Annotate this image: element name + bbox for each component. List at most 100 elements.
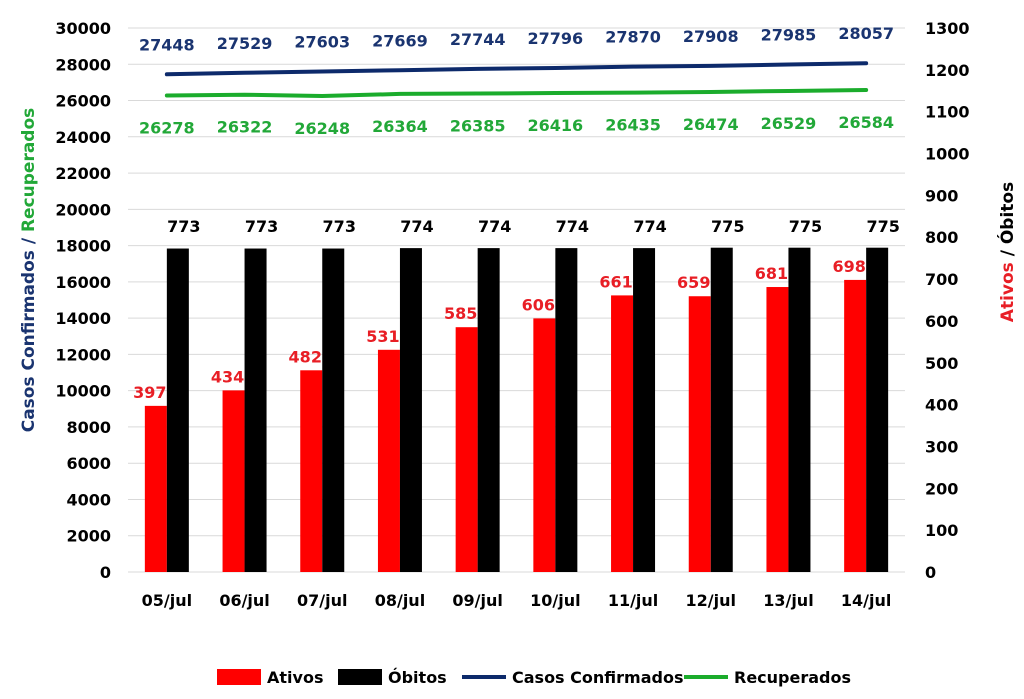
right-tick-label: 700 xyxy=(925,270,958,289)
x-tick-label: 10/jul xyxy=(530,591,580,610)
bar-obitos xyxy=(477,248,500,572)
data-label-obitos: 774 xyxy=(478,217,511,236)
line-casos-confirmados xyxy=(164,61,869,77)
right-axis-title-sep: / xyxy=(998,244,1018,262)
bar-obitos xyxy=(166,248,189,572)
bar-ativos xyxy=(766,287,789,572)
data-label-confirmados: 27669 xyxy=(372,31,428,50)
data-label-ativos: 698 xyxy=(832,257,865,276)
left-tick-label: 2000 xyxy=(66,527,111,546)
data-label-ativos: 482 xyxy=(289,347,322,366)
data-label-confirmados: 27603 xyxy=(294,32,350,51)
legend-label: Óbitos xyxy=(388,668,447,687)
labels-layer: 397 434 482 531 585 606 661 659 681 698 773 773 773 7… xyxy=(133,24,900,402)
bar-ativos xyxy=(377,349,400,572)
x-tick-label: 14/jul xyxy=(841,591,891,610)
left-tick-label: 22000 xyxy=(55,164,111,183)
bar-obitos xyxy=(322,248,345,572)
legend-swatch xyxy=(217,669,261,685)
left-tick-label: 0 xyxy=(100,563,111,582)
bar-ativos xyxy=(222,390,245,572)
data-label-confirmados: 27448 xyxy=(139,35,195,54)
right-tick-label: 0 xyxy=(925,563,936,582)
data-label-confirmados: 27985 xyxy=(761,26,817,45)
legend: Ativos Óbitos Casos Confirmados Recuperados xyxy=(217,668,851,687)
right-tick-label: 900 xyxy=(925,186,958,205)
data-label-ativos: 659 xyxy=(677,273,710,292)
data-label-obitos: 773 xyxy=(167,217,200,236)
left-tick-label: 28000 xyxy=(55,55,111,74)
data-label-ativos: 397 xyxy=(133,383,166,402)
data-label-recuperados: 26474 xyxy=(683,115,739,134)
data-label-confirmados: 27870 xyxy=(605,28,661,47)
bar-obitos xyxy=(244,248,267,572)
right-tick-label: 400 xyxy=(925,396,958,415)
line-recuperados xyxy=(164,87,869,99)
right-tick-label: 100 xyxy=(925,521,958,540)
right-tick-label: 300 xyxy=(925,437,958,456)
data-label-recuperados: 26529 xyxy=(761,114,817,133)
data-label-obitos: 775 xyxy=(711,217,744,236)
bar-obitos xyxy=(555,248,578,572)
data-label-ativos: 531 xyxy=(366,327,399,346)
data-label-confirmados: 27908 xyxy=(683,27,739,46)
right-axis-title: Ativos / Óbitos xyxy=(996,182,1018,322)
data-label-recuperados: 26385 xyxy=(450,117,506,136)
data-label-confirmados: 28057 xyxy=(838,24,894,43)
data-label-recuperados: 26584 xyxy=(838,113,894,132)
data-label-confirmados: 27744 xyxy=(450,30,506,49)
data-label-recuperados: 26435 xyxy=(605,116,661,135)
data-label-ativos: 661 xyxy=(599,272,632,291)
right-tick-label: 1100 xyxy=(925,103,970,122)
bar-obitos xyxy=(710,247,733,572)
bar-obitos xyxy=(633,248,656,572)
bar-ativos xyxy=(844,279,867,572)
legend-label: Recuperados xyxy=(734,668,851,687)
left-tick-label: 4000 xyxy=(66,490,111,509)
bar-obitos xyxy=(866,247,889,572)
data-label-ativos: 434 xyxy=(211,367,244,386)
bar-ativos xyxy=(144,405,167,572)
data-label-obitos: 775 xyxy=(789,217,822,236)
x-tick-label: 11/jul xyxy=(608,591,658,610)
data-label-obitos: 773 xyxy=(245,217,278,236)
data-label-obitos: 774 xyxy=(556,217,589,236)
data-label-recuperados: 26416 xyxy=(528,116,584,135)
axes-layer: 0200040006000800010000120001400016000180… xyxy=(55,19,969,610)
left-axis-title: Casos Confirmados / Recuperados xyxy=(19,108,39,433)
left-tick-label: 16000 xyxy=(55,273,111,292)
legend-label: Ativos xyxy=(267,668,323,687)
legend-label: Casos Confirmados xyxy=(512,668,683,687)
bar-ativos xyxy=(611,295,634,572)
right-tick-label: 500 xyxy=(925,354,958,373)
x-tick-label: 13/jul xyxy=(763,591,813,610)
data-label-recuperados: 26322 xyxy=(217,118,273,137)
bar-ativos xyxy=(533,318,556,572)
data-label-recuperados: 26364 xyxy=(372,117,428,136)
data-label-ativos: 606 xyxy=(522,295,555,314)
left-tick-label: 18000 xyxy=(55,237,111,256)
right-tick-label: 1000 xyxy=(925,145,970,164)
data-label-obitos: 775 xyxy=(866,217,899,236)
left-tick-label: 12000 xyxy=(55,345,111,364)
right-tick-label: 600 xyxy=(925,312,958,331)
bar-ativos xyxy=(455,327,478,572)
right-tick-label: 1200 xyxy=(925,61,970,80)
x-tick-label: 06/jul xyxy=(219,591,269,610)
left-tick-label: 14000 xyxy=(55,309,111,328)
data-label-recuperados: 26278 xyxy=(139,118,195,137)
legend-swatch xyxy=(338,669,382,685)
left-axis-title-confirmados: Casos Confirmados xyxy=(19,250,39,432)
lines-layer xyxy=(164,61,869,99)
bar-ativos xyxy=(300,370,323,572)
right-tick-label: 200 xyxy=(925,479,958,498)
x-tick-label: 12/jul xyxy=(686,591,736,610)
data-label-confirmados: 27796 xyxy=(528,29,584,48)
x-tick-label: 05/jul xyxy=(142,591,192,610)
x-tick-label: 07/jul xyxy=(297,591,347,610)
data-label-recuperados: 26248 xyxy=(294,119,350,138)
bar-ativos xyxy=(688,296,711,572)
left-tick-label: 24000 xyxy=(55,128,111,147)
